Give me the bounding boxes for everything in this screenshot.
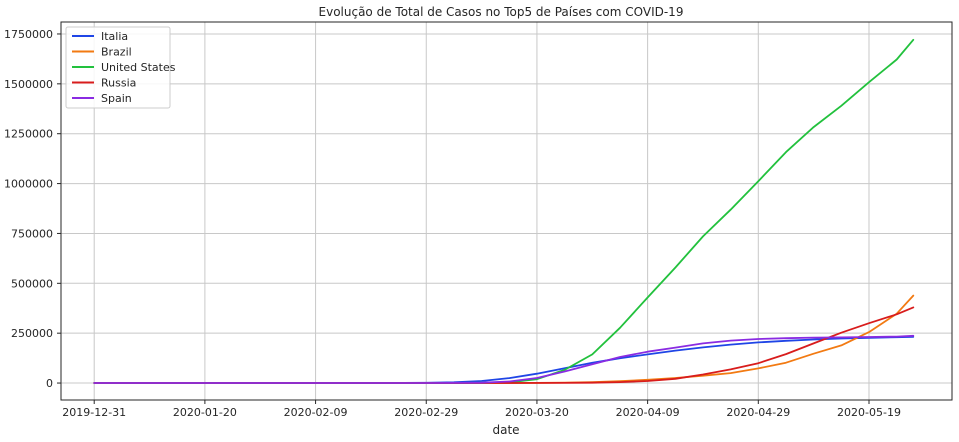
legend-label-russia: Russia (101, 77, 136, 90)
x-tick-label: 2020-02-29 (394, 406, 458, 419)
y-axis-ticks: 0 250000 500000 750000 1000000 1250000 1500000… (4, 28, 61, 390)
legend-label-united-states: United States (101, 61, 176, 74)
y-tick-label: 1250000 (4, 128, 53, 141)
series-line-united-states (93, 38, 915, 384)
legend-label-italia: Italia (101, 30, 128, 43)
legend: Italia Brazil United States Russia Spain (65, 26, 176, 109)
y-tick-label: 750000 (11, 227, 53, 240)
series-line-italia (93, 336, 915, 384)
x-tick-label: 2020-04-29 (726, 406, 790, 419)
series-lines (93, 38, 915, 384)
chart-title: Evolução de Total de Casos no Top5 de Pa… (319, 5, 684, 19)
legend-box (65, 26, 171, 109)
x-tick-label: 2020-03-20 (505, 406, 569, 419)
y-tick-label: 1000000 (4, 178, 53, 191)
y-tick-label: 1500000 (4, 78, 53, 91)
series-line-brazil (93, 294, 915, 384)
x-tick-label: 2019-12-31 (62, 406, 126, 419)
x-tick-label: 2020-02-09 (284, 406, 348, 419)
plot-frame (60, 21, 953, 401)
legend-label-brazil: Brazil (101, 46, 132, 59)
x-axis-title: date (492, 423, 519, 437)
y-tick-label: 500000 (11, 277, 53, 290)
x-tick-label: 2020-05-19 (837, 406, 901, 419)
y-tick-label: 0 (46, 377, 53, 390)
y-tick-label: 1750000 (4, 28, 53, 41)
y-tick-label: 250000 (11, 327, 53, 340)
legend-label-spain: Spain (101, 92, 132, 105)
x-tick-label: 2020-01-20 (173, 406, 237, 419)
series-line-russia (93, 306, 915, 384)
x-tick-label: 2020-04-09 (616, 406, 680, 419)
series-line-spain (93, 334, 915, 384)
x-axis-ticks: 2019-12-31 2020-01-20 2020-02-09 2020-02-29… (62, 400, 901, 419)
grid (61, 22, 952, 400)
